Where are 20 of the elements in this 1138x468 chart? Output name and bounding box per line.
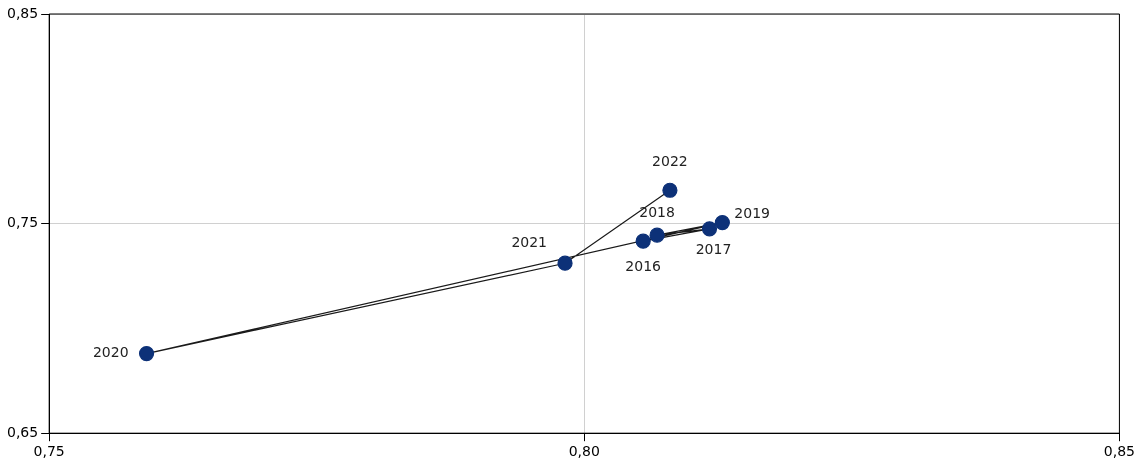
annotation: 2016 [625, 257, 662, 274]
x-tick-label: 0,85 [1103, 443, 1135, 460]
annotation: 2020 [92, 344, 129, 361]
point [635, 233, 651, 249]
annotation: 2018 [639, 203, 675, 220]
annotation: 2019 [734, 205, 770, 222]
point [138, 345, 155, 362]
y-tick-label: 0,75 [7, 214, 39, 231]
annotation: 2021 [511, 233, 548, 250]
point [649, 227, 665, 243]
point [662, 182, 678, 198]
annotation: 2022 [652, 152, 688, 169]
point [557, 255, 573, 271]
x-tick-label: 0,80 [568, 443, 600, 460]
point [701, 221, 718, 237]
y-tick-label: 0,65 [7, 423, 39, 440]
y-tick-label: 0,85 [7, 4, 39, 21]
x-tick-label: 0,75 [33, 443, 65, 460]
point [714, 214, 730, 231]
annotation: 2017 [695, 241, 732, 258]
